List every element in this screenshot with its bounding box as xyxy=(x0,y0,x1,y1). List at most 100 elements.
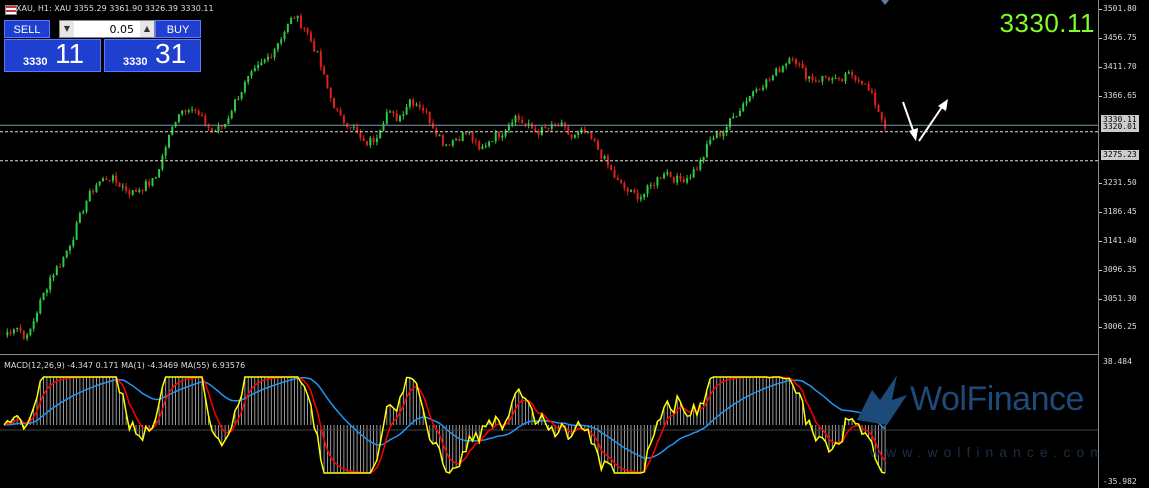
candle-body xyxy=(234,99,236,112)
candle-body xyxy=(422,107,425,111)
sell-price-box[interactable]: 3330 11 xyxy=(4,38,101,72)
candle-body xyxy=(111,175,114,181)
macd-indicator-label: MACD(12,26,9) -4.347 0.171 MA(1) -4.3469… xyxy=(4,361,246,370)
candle-body xyxy=(672,177,675,183)
candle-body xyxy=(603,156,606,159)
candle-body xyxy=(369,137,372,146)
axis-tick: 3456.75 xyxy=(1103,33,1137,42)
candle-body xyxy=(339,109,342,116)
candle-body xyxy=(544,126,547,129)
candle-body xyxy=(653,184,656,186)
candle-body xyxy=(785,63,788,66)
candle-body xyxy=(857,80,860,82)
sell-button[interactable]: SELL xyxy=(4,20,50,38)
lot-size-field[interactable]: ▼ 0.05 ▲ xyxy=(59,20,155,38)
axis-tick: 3096.35 xyxy=(1103,265,1137,274)
candle-body xyxy=(798,63,801,65)
candle-body xyxy=(131,190,134,195)
candle-body xyxy=(633,189,636,193)
candle-body xyxy=(247,76,250,82)
candle-body xyxy=(762,87,764,90)
candle-body xyxy=(55,266,58,276)
candle-body xyxy=(382,123,385,131)
candle-body xyxy=(696,169,698,171)
buy-price-box[interactable]: 3330 31 xyxy=(104,38,201,72)
candle-body xyxy=(108,180,111,182)
price-axis[interactable]: 3501.80 3456.75 3411.70 3366.65 3330.11 … xyxy=(1098,0,1149,488)
candle-body xyxy=(309,32,312,42)
candle-body xyxy=(389,111,392,113)
candle-body xyxy=(775,68,778,76)
macd-axis-top: 38.484 xyxy=(1103,357,1132,366)
candle-body xyxy=(511,122,514,125)
macd-pane[interactable] xyxy=(0,356,1098,488)
candle-body xyxy=(755,89,758,92)
candle-body xyxy=(138,190,141,193)
candle-body xyxy=(719,132,722,137)
candle-body xyxy=(732,116,735,119)
candle-body xyxy=(121,186,124,188)
candle-body xyxy=(620,180,623,184)
candle-body xyxy=(19,327,22,332)
candle-body xyxy=(85,201,88,212)
candle-body xyxy=(428,111,431,124)
candle-body xyxy=(471,132,474,142)
candle-body xyxy=(729,118,731,128)
candle-body xyxy=(699,160,702,170)
lot-decrease-icon[interactable]: ▼ xyxy=(60,21,74,37)
candle-body xyxy=(837,78,840,80)
candle-body xyxy=(666,172,669,175)
candle-body xyxy=(220,125,223,128)
candle-body xyxy=(62,257,65,267)
candle-body xyxy=(610,165,613,170)
buy-button[interactable]: BUY xyxy=(155,20,201,38)
candle-body xyxy=(326,74,329,89)
candle-body xyxy=(379,130,382,139)
candle-body xyxy=(491,141,494,143)
candle-body xyxy=(240,91,243,99)
candle-body xyxy=(778,68,781,73)
candle-body xyxy=(184,110,187,112)
candle-body xyxy=(303,27,306,29)
candle-body xyxy=(135,190,137,193)
candle-body xyxy=(39,299,42,314)
candle-body xyxy=(49,277,52,290)
candle-body xyxy=(181,110,184,115)
candle-body xyxy=(494,132,497,142)
candle-body xyxy=(399,115,401,122)
candle-body xyxy=(59,266,62,268)
candle-body xyxy=(646,185,649,194)
candle-body xyxy=(828,77,830,81)
candle-body xyxy=(600,149,603,159)
candle-body xyxy=(95,184,98,193)
candle-body xyxy=(250,71,253,77)
candle-body xyxy=(534,128,537,132)
candle-body xyxy=(758,89,761,91)
candle-body xyxy=(478,141,481,149)
candle-body xyxy=(451,140,454,146)
candle-body xyxy=(748,96,751,102)
candle-body xyxy=(300,15,302,28)
candle-body xyxy=(824,76,827,78)
candle-body xyxy=(804,68,807,79)
candle-body xyxy=(537,131,540,135)
candle-body xyxy=(712,137,715,140)
candle-body xyxy=(98,181,101,185)
candle-body xyxy=(465,132,467,134)
candle-body xyxy=(458,139,461,141)
candle-body xyxy=(260,62,263,65)
candle-body xyxy=(316,51,319,53)
candle-body xyxy=(16,327,19,330)
candle-body xyxy=(267,56,269,60)
candle-body xyxy=(808,76,811,79)
candle-body xyxy=(474,141,477,143)
candle-body xyxy=(801,63,804,69)
watermark-url: www.wolfinance.com xyxy=(870,444,1108,460)
candle-body xyxy=(412,99,415,106)
candle-body xyxy=(141,190,144,192)
lot-increase-icon[interactable]: ▲ xyxy=(140,21,154,37)
candle-body xyxy=(587,132,590,134)
candle-body xyxy=(623,183,626,189)
candle-body xyxy=(392,111,395,114)
pane-divider[interactable] xyxy=(0,354,1149,355)
